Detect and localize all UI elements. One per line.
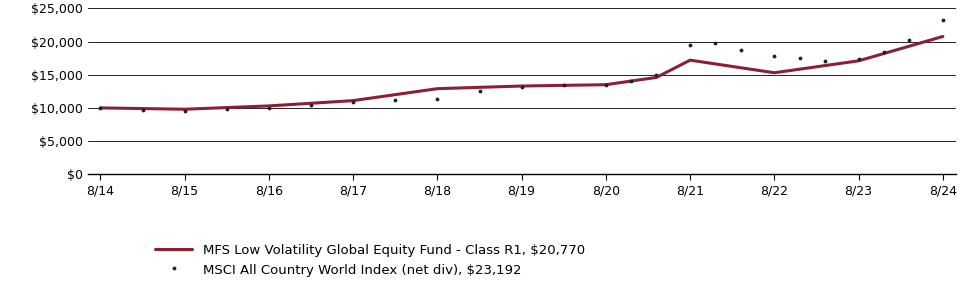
MSCI All Country World Index (net div), $23,192: [853, 58, 865, 61]
MSCI All Country World Index (net div), $23,192: [878, 50, 890, 53]
MFS Low Volatility Global Equity Fund - Class R1, $20,770: [347, 99, 359, 102]
MSCI All Country World Index (net div), $23,192: [650, 74, 662, 77]
MSCI All Country World Index (net div), $23,192: [221, 107, 233, 110]
MSCI All Country World Index (net div), $23,192: [735, 48, 747, 51]
MSCI All Country World Index (net div), $23,192: [178, 109, 190, 112]
MSCI All Country World Index (net div), $23,192: [684, 43, 696, 47]
MFS Low Volatility Global Equity Fund - Class R1, $20,770: [178, 108, 190, 111]
MSCI All Country World Index (net div), $23,192: [819, 60, 831, 63]
MSCI All Country World Index (net div), $23,192: [432, 97, 444, 100]
MSCI All Country World Index (net div), $23,192: [389, 98, 401, 102]
MFS Low Volatility Global Equity Fund - Class R1, $20,770: [95, 106, 106, 110]
MSCI All Country World Index (net div), $23,192: [136, 108, 148, 112]
MSCI All Country World Index (net div), $23,192: [263, 106, 275, 110]
MFS Low Volatility Global Equity Fund - Class R1, $20,770: [853, 59, 865, 62]
Line: MFS Low Volatility Global Equity Fund - Class R1, $20,770: MFS Low Volatility Global Equity Fund - …: [100, 37, 943, 109]
MSCI All Country World Index (net div), $23,192: [710, 41, 722, 45]
MFS Low Volatility Global Equity Fund - Class R1, $20,770: [516, 84, 527, 88]
MSCI All Country World Index (net div), $23,192: [95, 106, 106, 110]
MSCI All Country World Index (net div), $23,192: [305, 104, 317, 107]
MSCI All Country World Index (net div), $23,192: [768, 54, 780, 57]
MSCI All Country World Index (net div), $23,192: [474, 90, 486, 93]
MFS Low Volatility Global Equity Fund - Class R1, $20,770: [650, 76, 662, 79]
MFS Low Volatility Global Equity Fund - Class R1, $20,770: [432, 87, 444, 90]
MSCI All Country World Index (net div), $23,192: [600, 83, 611, 86]
MSCI All Country World Index (net div), $23,192: [625, 79, 637, 82]
Legend: MFS Low Volatility Global Equity Fund - Class R1, $20,770, MSCI All Country Worl: MFS Low Volatility Global Equity Fund - …: [155, 244, 585, 277]
MSCI All Country World Index (net div), $23,192: [347, 100, 359, 104]
Line: MSCI All Country World Index (net div), $23,192: MSCI All Country World Index (net div), …: [98, 18, 946, 113]
MSCI All Country World Index (net div), $23,192: [516, 85, 527, 88]
MFS Low Volatility Global Equity Fund - Class R1, $20,770: [263, 104, 275, 108]
MFS Low Volatility Global Equity Fund - Class R1, $20,770: [600, 83, 611, 86]
MSCI All Country World Index (net div), $23,192: [903, 38, 915, 42]
MSCI All Country World Index (net div), $23,192: [937, 19, 949, 22]
MSCI All Country World Index (net div), $23,192: [558, 84, 569, 87]
MFS Low Volatility Global Equity Fund - Class R1, $20,770: [684, 58, 696, 62]
MFS Low Volatility Global Equity Fund - Class R1, $20,770: [937, 35, 949, 38]
MSCI All Country World Index (net div), $23,192: [794, 56, 805, 60]
MFS Low Volatility Global Equity Fund - Class R1, $20,770: [768, 71, 780, 74]
